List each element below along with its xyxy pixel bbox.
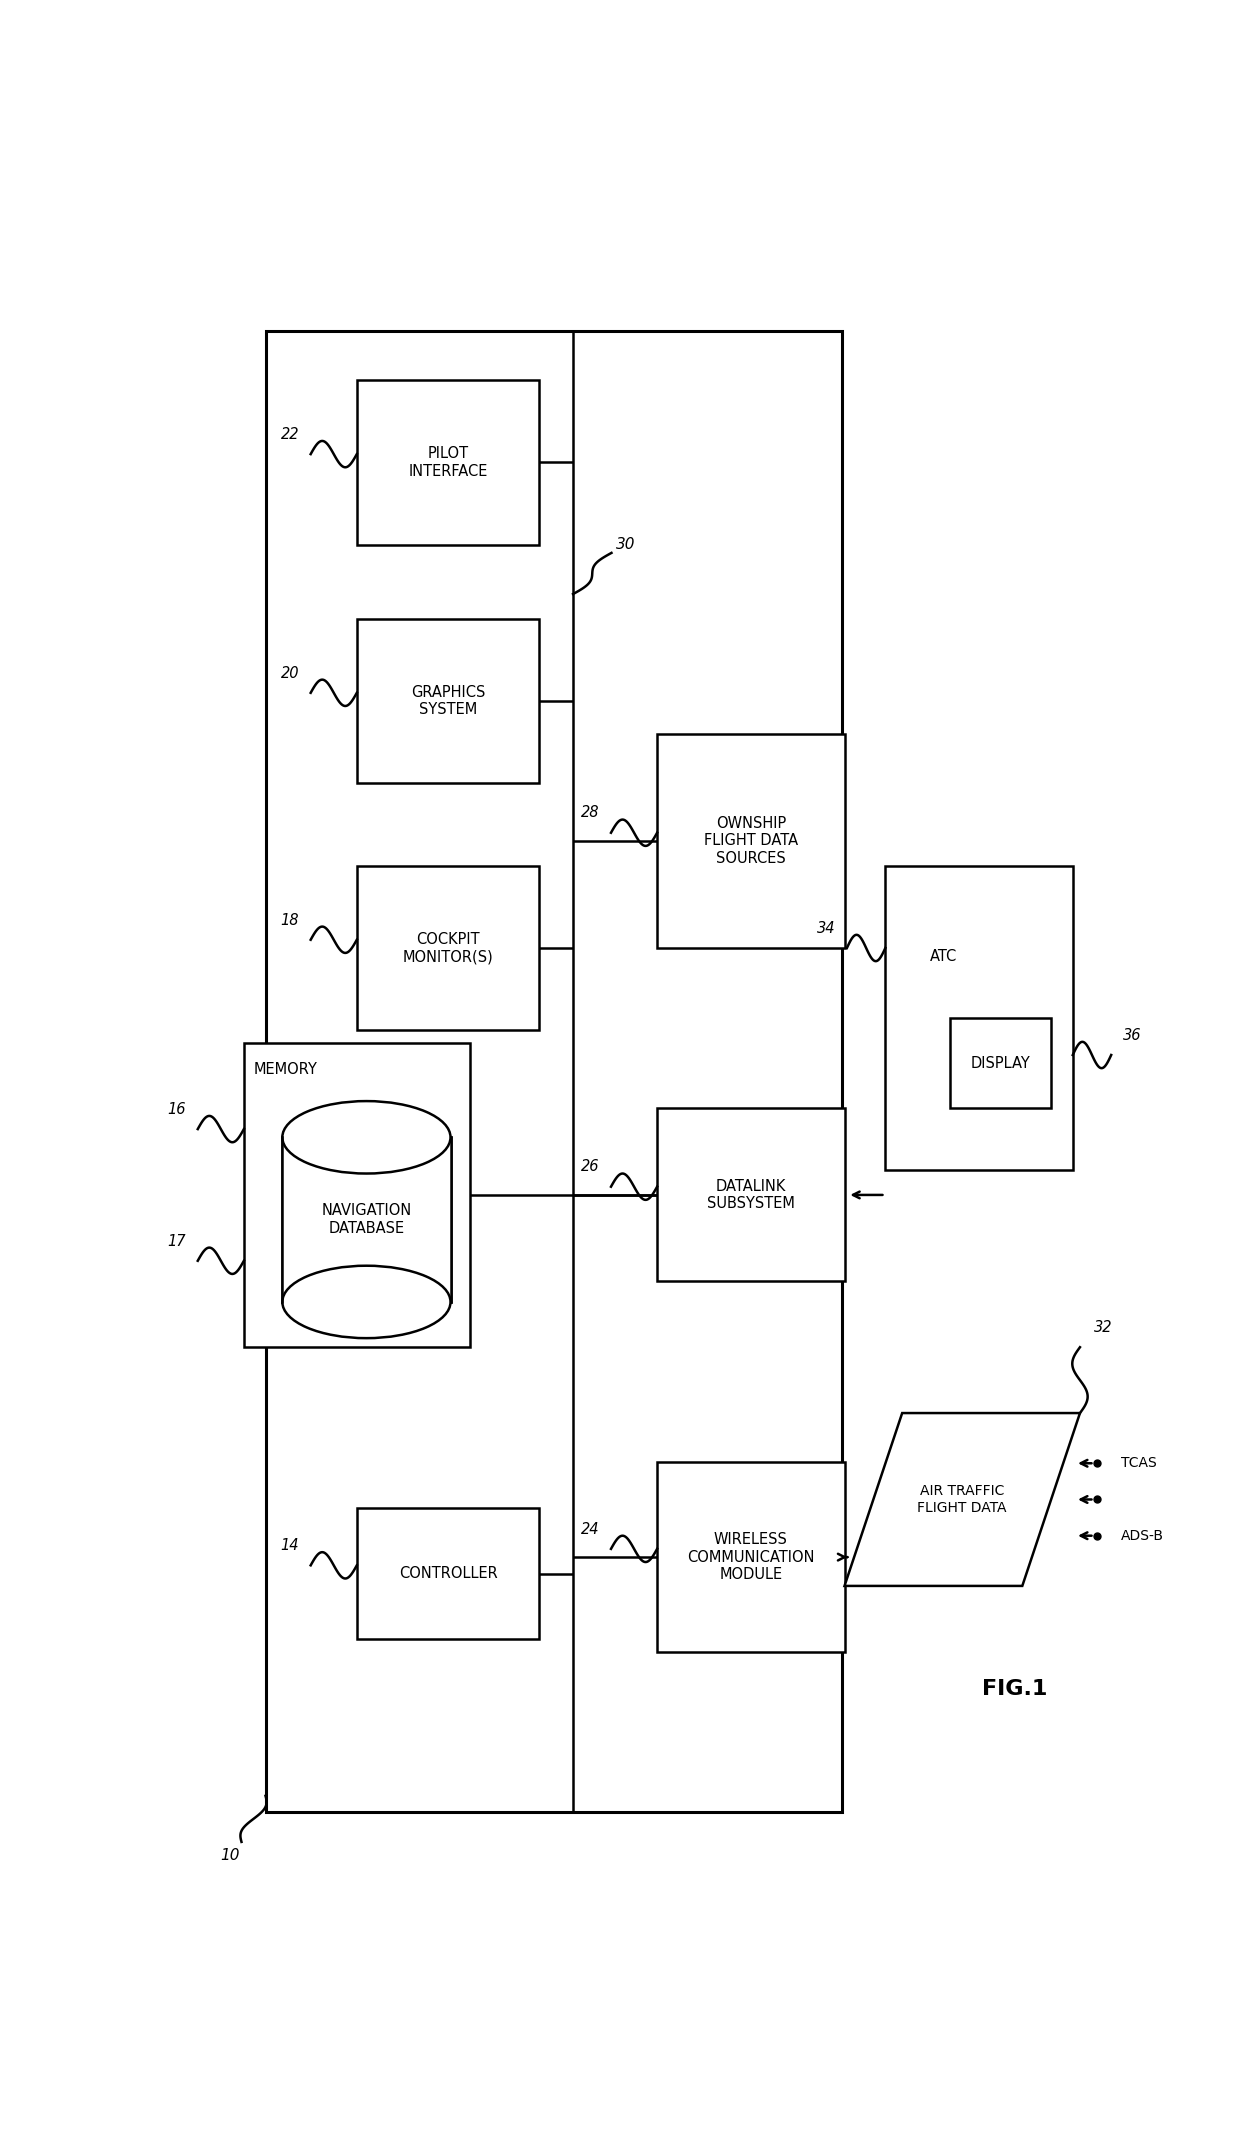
Text: 24: 24 — [582, 1522, 599, 1537]
Text: NAVIGATION
DATABASE: NAVIGATION DATABASE — [321, 1204, 412, 1236]
Text: ADS-B: ADS-B — [1121, 1529, 1164, 1544]
Text: 32: 32 — [1095, 1319, 1112, 1334]
Bar — [657, 733, 844, 947]
Polygon shape — [844, 1413, 1080, 1586]
Bar — [265, 331, 842, 1813]
Bar — [657, 1107, 844, 1281]
Bar — [357, 866, 539, 1031]
Bar — [357, 1507, 539, 1640]
Text: 28: 28 — [582, 806, 599, 821]
Bar — [357, 618, 539, 783]
Text: 22: 22 — [280, 428, 299, 443]
Text: OWNSHIP
FLIGHT DATA
SOURCES: OWNSHIP FLIGHT DATA SOURCES — [704, 817, 797, 866]
Ellipse shape — [283, 1101, 450, 1174]
Bar — [950, 1018, 1052, 1107]
Bar — [283, 1137, 450, 1302]
Text: 30: 30 — [616, 537, 636, 552]
Text: 18: 18 — [280, 913, 299, 928]
Text: GRAPHICS
SYSTEM: GRAPHICS SYSTEM — [410, 684, 485, 716]
Text: FIG.1: FIG.1 — [982, 1678, 1048, 1700]
Bar — [657, 1462, 844, 1653]
Text: WIRELESS
COMMUNICATION
MODULE: WIRELESS COMMUNICATION MODULE — [687, 1533, 815, 1582]
Text: 10: 10 — [221, 1847, 239, 1862]
Text: DATALINK
SUBSYSTEM: DATALINK SUBSYSTEM — [707, 1178, 795, 1210]
Text: 20: 20 — [280, 665, 299, 680]
Text: AIR TRAFFIC
FLIGHT DATA: AIR TRAFFIC FLIGHT DATA — [918, 1484, 1007, 1514]
Bar — [244, 1043, 470, 1347]
Text: PILOT
INTERFACE: PILOT INTERFACE — [408, 447, 487, 479]
Text: 34: 34 — [817, 921, 836, 936]
Text: ATC: ATC — [930, 949, 956, 964]
Text: 26: 26 — [582, 1159, 599, 1174]
Bar — [885, 866, 1073, 1169]
Text: TCAS: TCAS — [1121, 1456, 1157, 1471]
Text: 14: 14 — [280, 1537, 299, 1552]
Bar — [357, 381, 539, 545]
Text: 17: 17 — [167, 1234, 186, 1249]
Text: CONTROLLER: CONTROLLER — [399, 1565, 497, 1582]
Ellipse shape — [283, 1266, 450, 1338]
Text: COCKPIT
MONITOR(S): COCKPIT MONITOR(S) — [403, 932, 494, 964]
Text: MEMORY: MEMORY — [253, 1063, 317, 1078]
Text: 16: 16 — [167, 1101, 186, 1116]
Text: DISPLAY: DISPLAY — [971, 1056, 1030, 1071]
Text: 36: 36 — [1122, 1028, 1141, 1043]
